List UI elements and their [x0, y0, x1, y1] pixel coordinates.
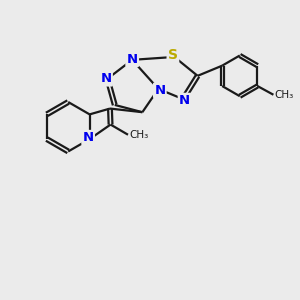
Text: N: N — [154, 84, 165, 97]
Text: N: N — [82, 131, 94, 144]
Text: CH₃: CH₃ — [275, 90, 294, 100]
Text: S: S — [168, 49, 178, 62]
Text: N: N — [100, 72, 112, 85]
Text: N: N — [179, 94, 190, 107]
Text: CH₃: CH₃ — [130, 130, 149, 140]
Text: N: N — [127, 53, 138, 66]
